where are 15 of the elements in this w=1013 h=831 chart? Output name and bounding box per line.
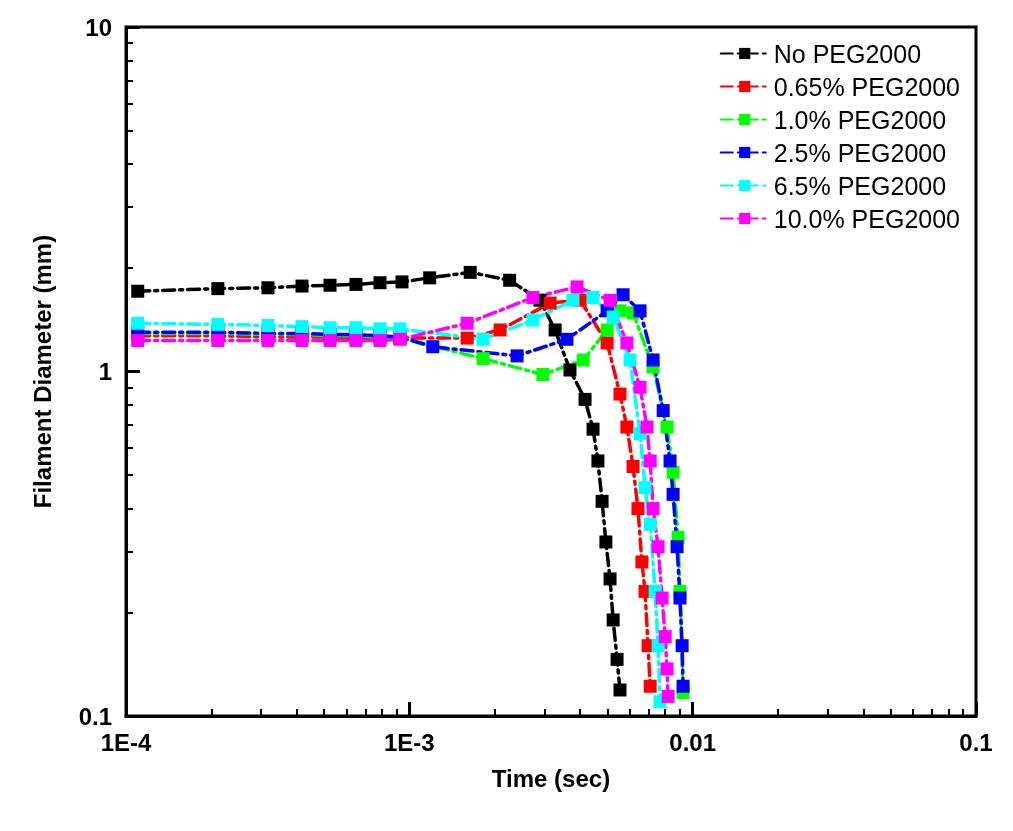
legend-label: 10.0% PEG2000 bbox=[773, 204, 961, 233]
y-tick-label: 0.1 bbox=[78, 702, 112, 730]
y-tick-label: 1 bbox=[98, 358, 112, 385]
x-tick-label: 1E-3 bbox=[383, 728, 435, 756]
legend-label: 1.0% PEG2000 bbox=[773, 105, 947, 134]
y-tick-label: 10 bbox=[85, 13, 112, 41]
x-tick-label: 1E-4 bbox=[100, 728, 152, 756]
legend-label: 0.65% PEG2000 bbox=[773, 72, 961, 101]
legend-label: No PEG2000 bbox=[773, 39, 922, 68]
legend-label: 6.5% PEG2000 bbox=[773, 171, 947, 200]
x-tick-label: 0.01 bbox=[669, 728, 717, 756]
y-axis-title: Filament Diameter (mm) bbox=[28, 234, 56, 509]
x-axis-title: Time (sec) bbox=[491, 764, 611, 792]
legend-label: 2.5% PEG2000 bbox=[773, 138, 947, 167]
x-tick-label: 0.1 bbox=[959, 728, 993, 756]
